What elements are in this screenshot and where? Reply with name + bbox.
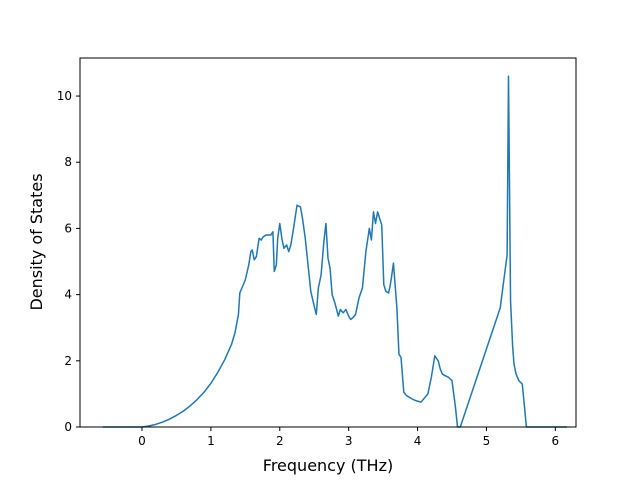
y-axis-ticks: 0 2 4 6 8 10 (57, 89, 80, 434)
y-tick-label: 8 (64, 155, 72, 169)
x-tick-label: 0 (138, 434, 146, 448)
y-tick-label: 10 (57, 89, 72, 103)
x-tick-label: 4 (414, 434, 422, 448)
y-axis-label: Density of States (27, 173, 46, 310)
x-tick-label: 6 (552, 434, 560, 448)
x-axis-ticks: 0 1 2 3 4 5 6 (138, 427, 559, 448)
y-tick-label: 4 (64, 288, 72, 302)
x-tick-label: 3 (345, 434, 353, 448)
x-axis-label: Frequency (THz) (263, 456, 393, 475)
x-tick-label: 2 (276, 434, 284, 448)
plot-frame (79, 57, 577, 428)
y-tick-label: 0 (64, 420, 72, 434)
x-tick-label: 1 (207, 434, 215, 448)
y-tick-label: 6 (64, 221, 72, 235)
x-tick-label: 5 (483, 434, 491, 448)
y-tick-label: 2 (64, 354, 72, 368)
dos-series-line-0 (102, 75, 568, 428)
